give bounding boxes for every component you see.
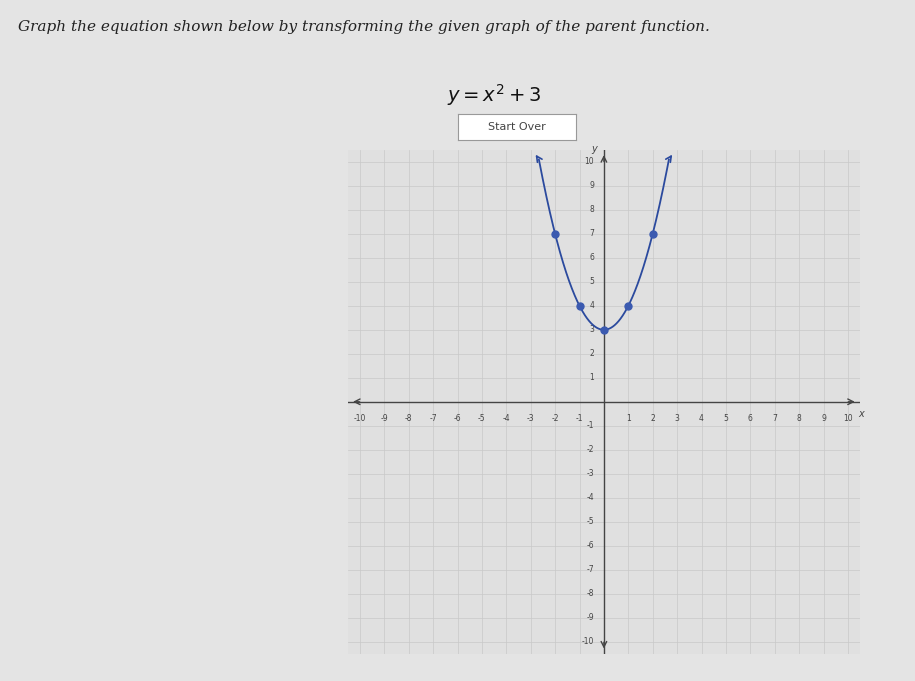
Text: 8: 8 <box>797 414 802 423</box>
Text: $y = x^2 + 3$: $y = x^2 + 3$ <box>447 82 542 108</box>
Text: 10: 10 <box>585 157 594 166</box>
Text: 8: 8 <box>589 205 594 215</box>
Text: -6: -6 <box>587 541 594 550</box>
Text: -7: -7 <box>429 414 437 423</box>
Text: Start Over: Start Over <box>488 122 546 131</box>
Text: x: x <box>858 409 864 419</box>
Text: -4: -4 <box>587 493 594 503</box>
Text: -6: -6 <box>454 414 461 423</box>
Text: -2: -2 <box>552 414 559 423</box>
Text: -7: -7 <box>587 565 594 574</box>
Text: 1: 1 <box>589 373 594 382</box>
Text: -3: -3 <box>527 414 534 423</box>
Text: 3: 3 <box>589 326 594 334</box>
Text: -8: -8 <box>405 414 413 423</box>
Text: -10: -10 <box>354 414 366 423</box>
Text: 2: 2 <box>589 349 594 358</box>
Text: 6: 6 <box>589 253 594 262</box>
Text: 7: 7 <box>772 414 777 423</box>
Point <box>572 300 587 311</box>
Text: Graph the equation shown below by transforming the given graph of the parent fun: Graph the equation shown below by transf… <box>18 20 710 35</box>
Text: 5: 5 <box>724 414 728 423</box>
Text: 4: 4 <box>589 301 594 311</box>
Text: 9: 9 <box>821 414 826 423</box>
Text: 2: 2 <box>651 414 655 423</box>
Text: -5: -5 <box>587 518 594 526</box>
Text: -2: -2 <box>587 445 594 454</box>
Text: -10: -10 <box>582 637 594 646</box>
Text: -1: -1 <box>576 414 583 423</box>
Text: 4: 4 <box>699 414 704 423</box>
Text: -9: -9 <box>381 414 388 423</box>
Text: -9: -9 <box>587 614 594 622</box>
Text: -3: -3 <box>587 469 594 478</box>
Text: 6: 6 <box>748 414 753 423</box>
Text: 9: 9 <box>589 181 594 190</box>
Text: 7: 7 <box>589 229 594 238</box>
Text: 1: 1 <box>626 414 630 423</box>
Point <box>548 228 563 239</box>
Text: y: y <box>591 144 597 154</box>
Text: -5: -5 <box>479 414 486 423</box>
Text: 10: 10 <box>843 414 853 423</box>
Text: -8: -8 <box>587 589 594 599</box>
Point <box>645 228 660 239</box>
Text: 5: 5 <box>589 277 594 286</box>
Point <box>597 324 611 335</box>
Text: 3: 3 <box>674 414 680 423</box>
Text: -1: -1 <box>587 422 594 430</box>
Point <box>621 300 636 311</box>
Text: -4: -4 <box>502 414 511 423</box>
